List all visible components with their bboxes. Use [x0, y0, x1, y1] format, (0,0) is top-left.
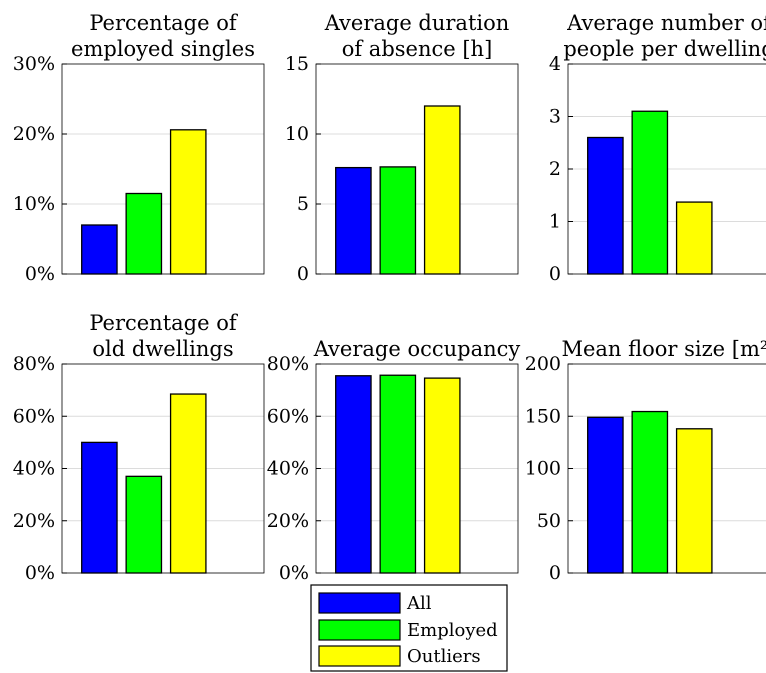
y-tick-label: 5: [297, 193, 309, 215]
y-tick-label: 40%: [13, 458, 55, 480]
y-tick-label: 10: [285, 123, 309, 145]
chart-title-line: Average occupancy: [313, 337, 521, 361]
chart-title-line: Average duration: [324, 11, 510, 35]
y-tick-label: 20%: [13, 510, 55, 532]
bar-employed: [125, 192, 163, 275]
axes-box: [315, 63, 519, 275]
legend: All Employed Outliers: [310, 584, 508, 672]
bar-employed: [125, 475, 163, 574]
y-tick-label: 1: [549, 211, 561, 233]
legend-label-all: All: [406, 593, 432, 614]
y-tick-label: 200: [525, 353, 561, 375]
chart-title-line: Mean floor size [m²]: [561, 337, 766, 361]
bar-employed: [631, 110, 669, 275]
bar-all: [81, 441, 118, 574]
y-tick-label: 0: [549, 263, 561, 285]
chart-title-line: people per dwelling: [563, 37, 766, 61]
y-tick-label: 20%: [13, 123, 55, 145]
y-tick-label: 60%: [267, 405, 309, 427]
bar-outliers: [675, 201, 713, 275]
legend-swatch-outliers: [318, 645, 401, 667]
y-tick-label: 80%: [13, 353, 55, 375]
bar-all: [335, 166, 372, 275]
chart-title-line: of absence [h]: [342, 37, 493, 61]
chart-title-line: Percentage of: [89, 311, 239, 335]
chart-title-line: Average number of: [566, 11, 766, 35]
legend-swatch-employed: [318, 619, 401, 641]
y-tick-label: 4: [549, 53, 561, 75]
y-tick-label: 50: [537, 510, 561, 532]
y-tick-label: 150: [525, 405, 561, 427]
bar-all: [587, 136, 624, 275]
y-tick-label: 100: [525, 458, 561, 480]
bar-employed: [379, 374, 417, 574]
y-tick-label: 30%: [13, 53, 55, 75]
bar-all: [587, 416, 624, 574]
y-tick-label: 0%: [279, 562, 309, 584]
legend-swatch-all: [318, 592, 401, 614]
chart-panel-5: 0% 20% 40% 60% 80%Average occupancy: [267, 337, 521, 584]
y-tick-label: 0: [549, 562, 561, 584]
legend-entry-all: All: [318, 592, 432, 614]
bar-outliers: [169, 393, 207, 574]
y-tick-label: 40%: [267, 458, 309, 480]
legend-entry-employed: Employed: [318, 619, 498, 641]
y-tick-label: 20%: [267, 510, 309, 532]
y-tick-label: 3: [549, 106, 561, 128]
chart-title-line: old dwellings: [92, 337, 233, 361]
y-tick-label: 80%: [267, 353, 309, 375]
y-tick-label: 0%: [25, 562, 55, 584]
bar-employed: [379, 166, 417, 275]
legend-label-outliers: Outliers: [407, 646, 481, 667]
y-tick-label: 60%: [13, 405, 55, 427]
chart-title-line: employed singles: [71, 37, 255, 61]
bar-outliers: [675, 428, 713, 574]
bar-all: [81, 224, 118, 275]
chart-title-line: Percentage of: [89, 11, 239, 35]
y-tick-label: 0%: [25, 263, 55, 285]
y-tick-label: 2: [549, 158, 561, 180]
y-tick-label: 10%: [13, 193, 55, 215]
bar-outliers: [169, 129, 207, 275]
bar-employed: [631, 410, 669, 574]
y-tick-label: 15: [285, 53, 309, 75]
axes-box: [61, 63, 265, 275]
legend-entry-outliers: Outliers: [318, 645, 481, 667]
legend-label-employed: Employed: [407, 620, 498, 641]
bar-outliers: [423, 105, 461, 275]
bar-outliers: [423, 377, 461, 574]
bar-all: [335, 375, 372, 574]
y-tick-label: 0: [297, 263, 309, 285]
